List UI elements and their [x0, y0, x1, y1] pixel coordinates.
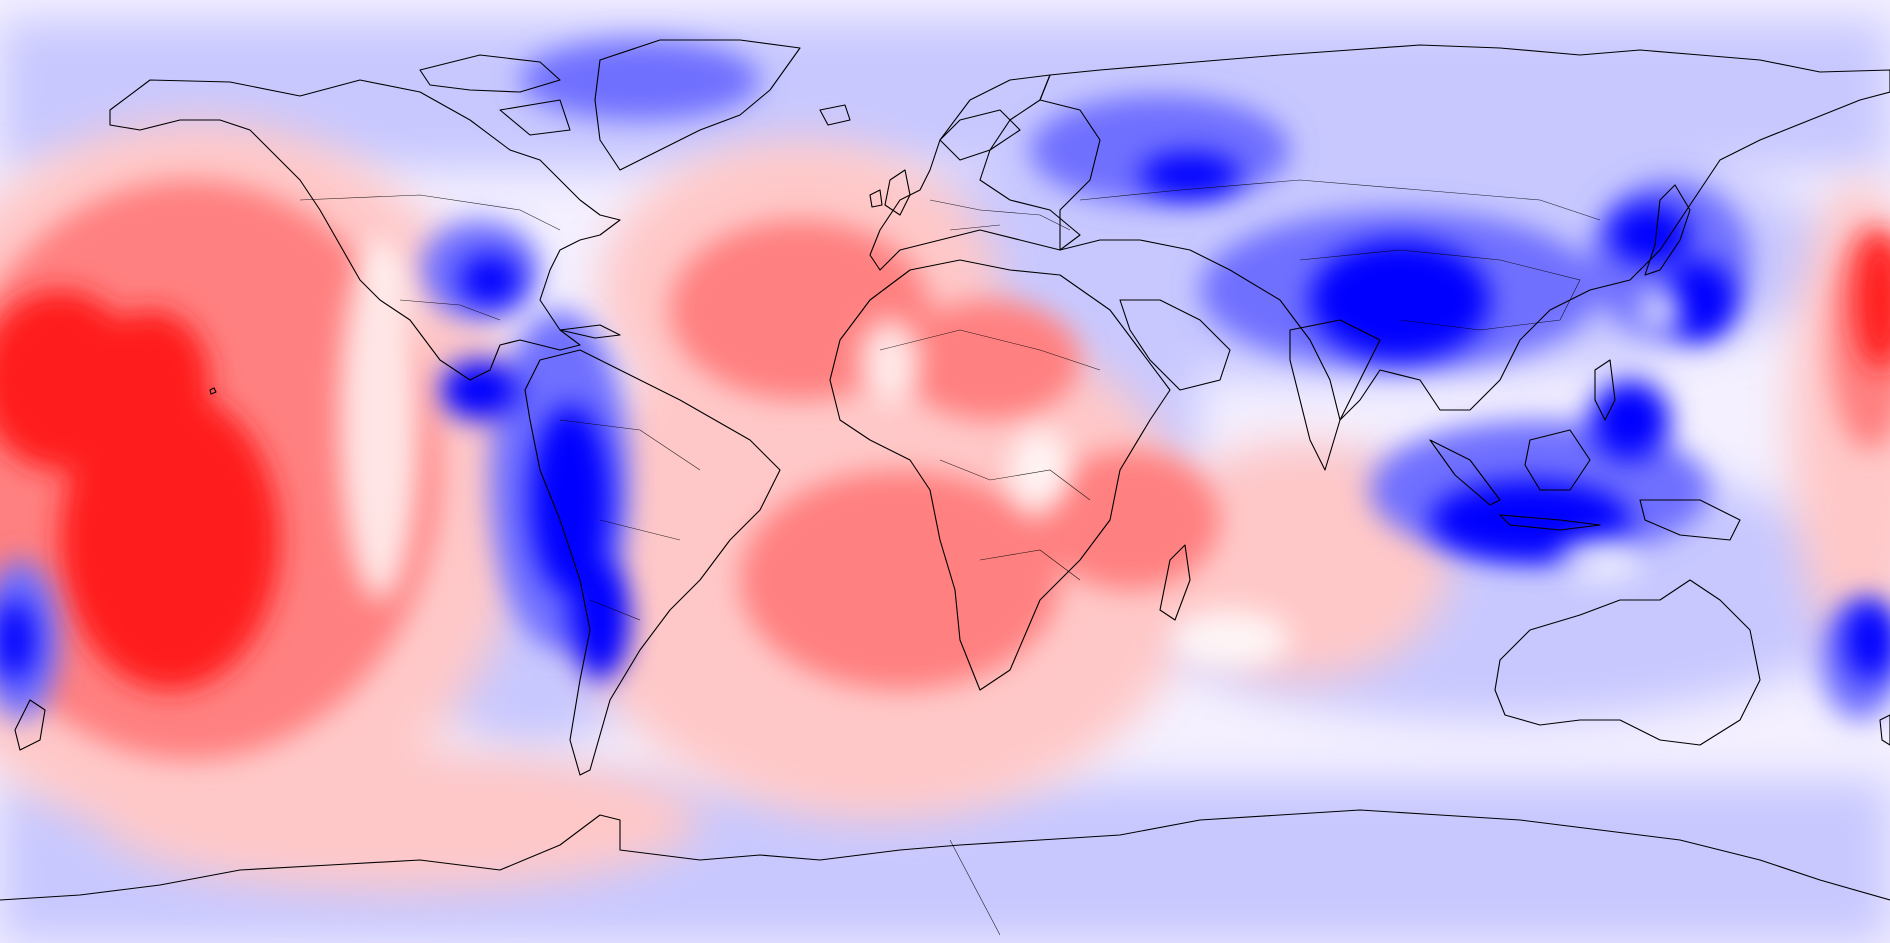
border-us-mexico [399, 299, 501, 321]
coastline-india [1289, 319, 1381, 471]
coastline-australia [1494, 579, 1761, 746]
coastline-south-america [524, 349, 781, 776]
coastline-british-isles [869, 169, 911, 216]
border-europe [929, 199, 1071, 231]
coastline-japan [1644, 184, 1691, 276]
strong-blue-regions [0, 153, 1890, 680]
border-china [1299, 249, 1581, 331]
coastline-new-guinea [1639, 499, 1741, 541]
coastline-new-zealand [14, 699, 1890, 751]
coastline-greenland [594, 39, 801, 171]
border-antarctic-line [949, 839, 1001, 936]
political-borders [299, 179, 1601, 936]
coastline-borneo [1524, 429, 1591, 491]
coastlines [0, 39, 1890, 901]
coastline-hawaii [209, 387, 217, 395]
white-gaps [340, 240, 1680, 670]
coastline-antarctica [0, 809, 1890, 901]
border-africa-south [939, 459, 1091, 581]
border-south-america [559, 419, 701, 621]
coastline-madagascar [1159, 544, 1191, 621]
coastline-north-america [109, 79, 621, 381]
border-us-canada [299, 194, 561, 231]
coastline-canadian-arctic [419, 54, 571, 136]
coastline-philippines [1594, 359, 1616, 421]
coastline-iceland [819, 104, 851, 126]
coastline-sumatra [1429, 439, 1501, 506]
border-russia [1079, 179, 1601, 221]
coastline-arabia [1119, 299, 1231, 391]
coastline-asia [1039, 44, 1890, 421]
coastline-caribbean [559, 324, 621, 339]
border-africa-sahel [879, 329, 1101, 371]
coastline-java [1499, 514, 1601, 531]
coastline-africa [829, 259, 1171, 691]
strong-red-regions [0, 230, 1890, 690]
